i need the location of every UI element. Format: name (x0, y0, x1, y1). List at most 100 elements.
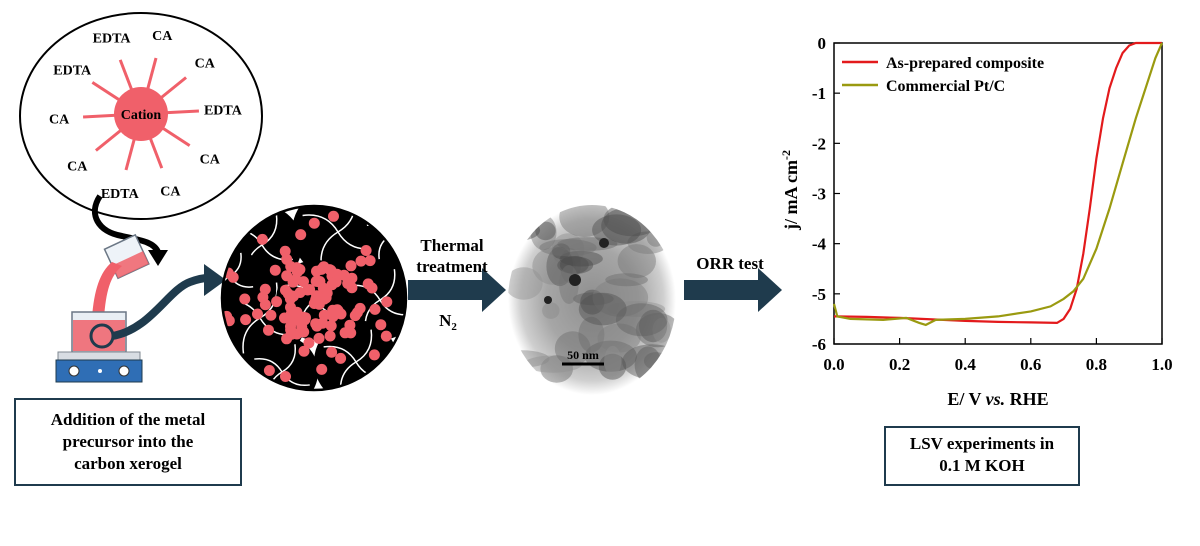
metal-nanoparticle (281, 333, 293, 345)
lsv-chart: 0.0 0.2 0.4 0.6 0.8 1.0 0 -1 -2 -3 -4 -5 -6 As-prep… (779, 34, 1173, 409)
tem-feature (604, 345, 622, 377)
metal-nanoparticles (222, 210, 393, 382)
sphere-highlight (302, 214, 339, 233)
series-line-2 (832, 42, 1164, 327)
tem-feature (508, 220, 541, 241)
metal-nanoparticle (324, 330, 336, 342)
legend-label: As-prepared composite (886, 55, 1044, 72)
orr-label: ORR test (696, 254, 764, 273)
tem-feature (652, 317, 671, 343)
y-tick-label: -1 (812, 84, 826, 103)
metal-nanoparticle (324, 264, 336, 276)
tem-feature (552, 243, 571, 259)
tem-feature (524, 355, 582, 373)
tem-feature (592, 278, 649, 317)
tem-feature (592, 214, 642, 246)
tem-feature (559, 250, 603, 267)
stirrer-plate (57, 351, 141, 361)
tem-feature (597, 323, 641, 353)
metal-nanoparticle (239, 293, 251, 305)
atmosphere-subscript: 2 (451, 321, 457, 333)
carbon-xerogel-particles (220, 204, 408, 392)
thermal-arrow (408, 268, 506, 312)
x-tick-label: 1.0 (1151, 355, 1172, 374)
metal-nanoparticle (316, 263, 327, 275)
tem-feature (573, 292, 614, 306)
thermal-label-line2: treatment (416, 257, 488, 276)
y-tick-label: -3 (812, 185, 826, 204)
tem-feature (508, 267, 543, 300)
lsv-caption-box: LSV experiments in 0.1 M KOH (884, 426, 1080, 486)
sphere-highlight (323, 345, 357, 363)
sphere-highlight (254, 357, 283, 373)
metal-nanoparticle (335, 352, 347, 364)
metal-nanoparticle (281, 270, 293, 282)
tem-feature (598, 353, 627, 380)
tem-feature (615, 303, 668, 337)
tem-feature (554, 331, 591, 366)
y-tick-label: -4 (812, 235, 827, 254)
legend-label: Commercial Pt/C (886, 78, 1005, 95)
tem-feature (542, 302, 560, 319)
x-tick-label: 0.0 (823, 355, 844, 374)
tem-particle (569, 274, 581, 286)
metal-nanoparticle (308, 217, 320, 229)
metal-precursor-complex: Cation CA CA EDTA CA CA EDTA CA CA EDTA EDTA (19, 12, 263, 220)
pour-arrow (92, 194, 168, 266)
tem-feature (559, 256, 589, 274)
x-axis-ticks: 0.0 0.2 0.4 0.6 0.8 1.0 (823, 338, 1173, 374)
tem-feature (539, 239, 597, 257)
metal-nanoparticle (284, 293, 296, 305)
tem-image: 50 nm (508, 205, 676, 395)
atmosphere-label: N2 (439, 311, 457, 333)
beaker-setup (55, 233, 150, 383)
metal-nanoparticle (294, 287, 306, 298)
sphere-highlight (355, 329, 373, 363)
chart-legend: As-prepared composite Commercial Pt/C (842, 55, 1044, 95)
metal-nanoparticle (257, 291, 269, 303)
ligand-label: CA (67, 160, 88, 175)
x-tick-label: 0.6 (1020, 355, 1041, 374)
y-tick-label: -6 (812, 335, 826, 354)
metal-nanoparticle (342, 278, 354, 289)
metal-nanoparticle (271, 296, 283, 308)
x-tick-label: 0.8 (1086, 355, 1107, 374)
tem-feature (540, 355, 573, 383)
ligand-labels: CA CA EDTA CA CA EDTA CA CA EDTA EDTA (49, 29, 243, 202)
metal-nanoparticle (298, 326, 310, 338)
x-tick-label: 0.4 (955, 355, 977, 374)
metal-nanoparticle (325, 320, 337, 332)
ligand-label: EDTA (101, 187, 140, 202)
metal-nanoparticle (295, 229, 307, 241)
sphere-highlight (379, 269, 396, 301)
metal-nanoparticle (311, 290, 323, 302)
stirrer-knob-right (118, 365, 130, 377)
tem-feature (546, 246, 574, 287)
scale-bar-label: 50 nm (567, 348, 599, 362)
x-axis-label: E/ V vs. RHE (947, 389, 1048, 409)
addition-arrow (89, 264, 226, 349)
tem-feature (605, 273, 648, 287)
metal-nanoparticle (354, 302, 366, 314)
metal-nanoparticle (263, 365, 275, 376)
metal-nanoparticle (362, 278, 374, 290)
tem-particle (544, 296, 552, 304)
metal-nanoparticle (381, 296, 393, 308)
ligand-label: EDTA (204, 104, 243, 119)
metal-nanoparticle (256, 233, 268, 245)
tem-feature (607, 301, 666, 317)
addition-caption: Addition of the metal precursor into the… (50, 410, 206, 473)
metal-nanoparticle (328, 210, 339, 222)
lsv-caption: LSV experiments in 0.1 M KOH (909, 434, 1055, 475)
metal-nanoparticle (298, 345, 310, 357)
tem-feature (639, 309, 668, 343)
ligand-label: CA (49, 112, 70, 127)
sphere-highlight (339, 361, 357, 390)
x-axis-label-italic: vs. (986, 389, 1006, 409)
tem-feature (532, 247, 576, 285)
metal-nanoparticle (380, 330, 392, 342)
tem-feature (617, 244, 656, 279)
metal-nanoparticle (320, 292, 332, 304)
metal-nanoparticle (279, 312, 290, 324)
metal-nanoparticle (364, 255, 376, 267)
